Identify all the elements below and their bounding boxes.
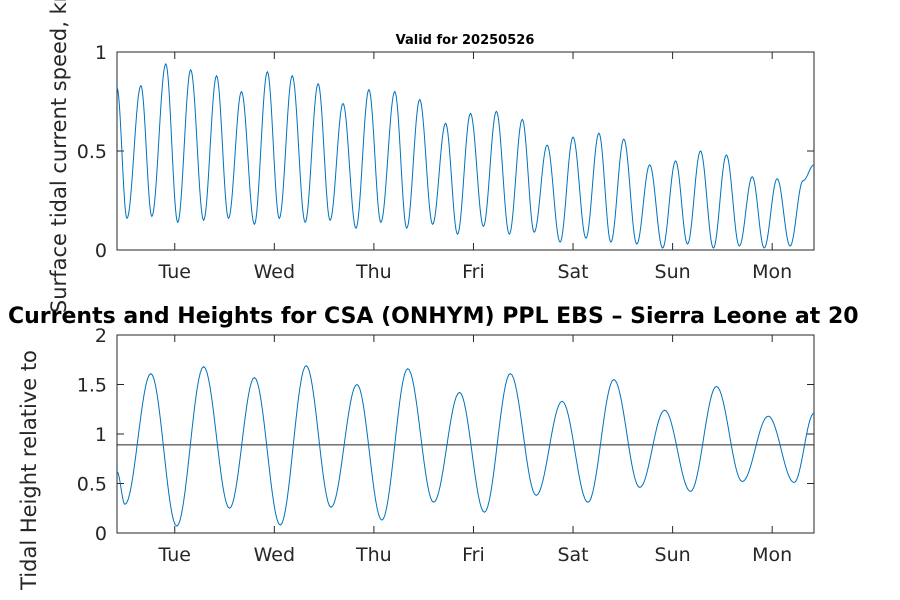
current-speed-x-tick-label: Mon bbox=[752, 261, 792, 283]
tidal-height-x-tick-label: Thu bbox=[355, 544, 392, 566]
tidal-height-y-axis-label: Tidal Height relative to bbox=[17, 350, 41, 591]
tidal-height-y-tick-label: 0.5 bbox=[77, 474, 107, 496]
tidal-height-x-tick-label: Wed bbox=[254, 544, 295, 566]
tidal-height-x-tick-label: Fri bbox=[462, 544, 485, 566]
tidal-height-y-ticks: 0 0.5 1 1.5 2 bbox=[77, 325, 814, 545]
tidal-height-series-line bbox=[116, 365, 815, 527]
current-speed-y-tick-label: 1 bbox=[95, 42, 107, 64]
tidal-height-y-tick-label: 1.5 bbox=[77, 375, 107, 397]
current-speed-y-tick-label: 0.5 bbox=[77, 141, 107, 163]
tidal-height-y-tick-label: 2 bbox=[95, 325, 107, 347]
tidal-height-y-tick-label: 0 bbox=[95, 523, 107, 545]
current-speed-axes: 00.51 Tue Wed Thu Fri Sat Sun Mon Valid for 20… bbox=[47, 0, 815, 313]
tidal-height-x-tick-label: Mon bbox=[752, 544, 792, 566]
current-speed-y-tick-label: 0 bbox=[95, 240, 107, 262]
current-speed-x-tick-label: Sat bbox=[557, 261, 588, 283]
current-speed-x-ticks: Tue Wed Thu Fri Sat Sun Mon bbox=[158, 52, 792, 283]
current-speed-y-ticks: 00.51 bbox=[77, 42, 814, 262]
current-speed-chart-title: Valid for 20250526 bbox=[396, 33, 535, 48]
current-speed-series-line bbox=[116, 62, 815, 249]
tidal-height-plot-area bbox=[116, 334, 815, 534]
current-speed-x-tick-label: Sun bbox=[655, 261, 691, 283]
tidal-height-x-tick-label: Tue bbox=[158, 544, 191, 566]
current-speed-x-tick-label: Wed bbox=[254, 261, 295, 283]
figure-main-title: Currents and Heights for CSA (ONHYM) PPL… bbox=[8, 304, 859, 329]
current-speed-x-tick-label: Fri bbox=[462, 261, 485, 283]
tidal-height-x-tick-label: Sat bbox=[557, 544, 588, 566]
current-speed-x-tick-label: Thu bbox=[355, 261, 392, 283]
tidal-height-x-ticks: Tue Wed Thu Fri Sat Sun Mon bbox=[158, 335, 792, 566]
current-speed-y-axis-label: Surface tidal current speed, kn bbox=[47, 0, 71, 313]
current-speed-x-tick-label: Tue bbox=[158, 261, 191, 283]
tidal-height-x-tick-label: Sun bbox=[655, 544, 691, 566]
tidal-height-axes: 0 0.5 1 1.5 2 Tue Wed Thu Fri Sat Sun Mon Tidal He… bbox=[17, 325, 815, 591]
tidal-height-y-tick-label: 1 bbox=[95, 424, 107, 446]
